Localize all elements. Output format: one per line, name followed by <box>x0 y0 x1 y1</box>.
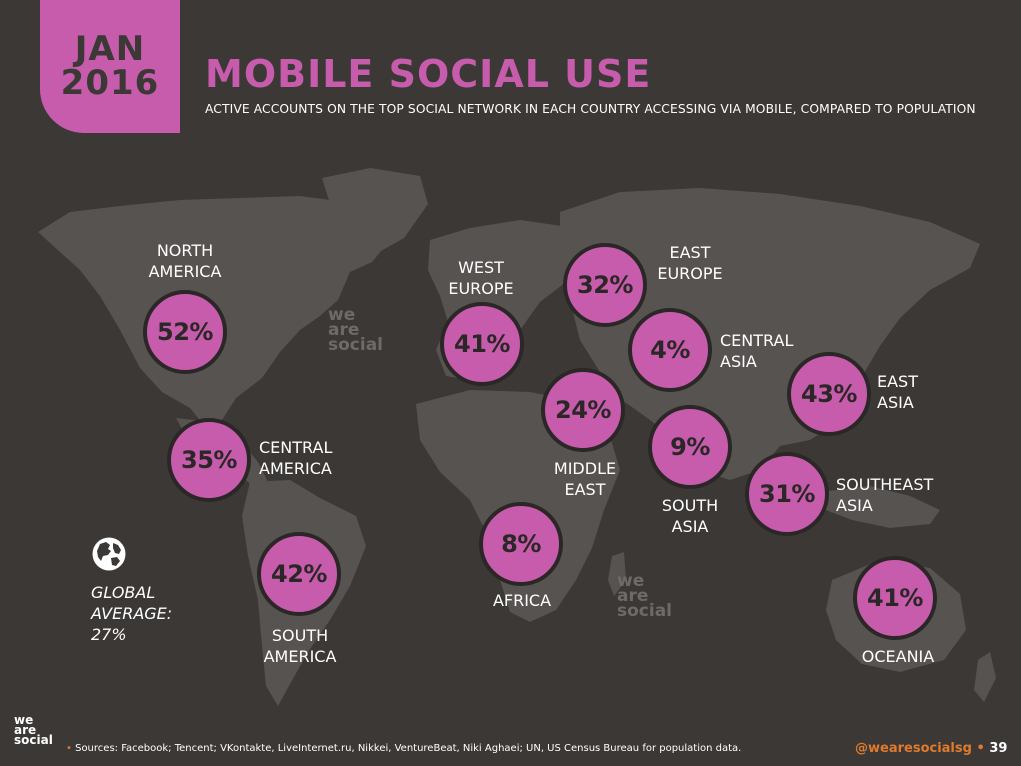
date-month: JAN <box>74 29 146 69</box>
watermark-logo: we are social <box>328 305 384 355</box>
region-bubble-east-asia: 43% <box>787 352 871 436</box>
region-label-central-america: CENTRAL AMERICA <box>259 438 333 478</box>
global-average: GLOBAL AVERAGE: 27% <box>91 583 173 644</box>
region-label-central-asia: CENTRAL ASIA <box>720 331 794 371</box>
date-year: 2016 <box>60 63 160 103</box>
region-bubble-east-europe: 32% <box>563 243 647 327</box>
globe-icon <box>92 537 126 571</box>
new-zealand-land <box>974 652 996 702</box>
region-bubble-west-europe: 41% <box>440 302 524 386</box>
page-title: MOBILE SOCIAL USE <box>205 52 652 96</box>
footer-sources: • Sources: Facebook; Tencent; VKontakte,… <box>66 743 742 754</box>
region-bubble-south-america: 42% <box>257 532 341 616</box>
region-bubble-oceania: 41% <box>853 556 937 640</box>
bullet-icon: • <box>66 743 72 754</box>
region-bubble-middle-east: 24% <box>541 368 625 452</box>
region-label-north-america: NORTH AMERICA <box>148 241 222 281</box>
region-label-middle-east: MIDDLE EAST <box>553 459 617 499</box>
brand-logo: we are social <box>14 713 53 747</box>
region-bubble-north-america: 52% <box>143 290 227 374</box>
page-number: 39 <box>989 741 1008 756</box>
region-label-africa: AFRICA <box>492 591 552 610</box>
greenland-land <box>322 168 428 256</box>
region-label-southeast-asia: SOUTHEAST ASIA <box>836 475 934 515</box>
region-bubble-southeast-asia: 31% <box>745 452 829 536</box>
region-label-south-asia: SOUTH ASIA <box>661 496 719 536</box>
page-subtitle: ACTIVE ACCOUNTS ON THE TOP SOCIAL NETWOR… <box>205 102 976 116</box>
watermark-logo: we are social <box>617 571 673 621</box>
southeast-asia-land <box>820 486 940 528</box>
madagascar-land <box>608 552 626 596</box>
region-label-west-europe: WEST EUROPE <box>448 258 514 298</box>
bullet-icon: • <box>976 741 985 756</box>
region-label-east-asia: EAST ASIA <box>877 372 918 412</box>
region-label-south-america: SOUTH AMERICA <box>263 626 337 666</box>
region-bubble-south-asia: 9% <box>648 405 732 489</box>
region-label-east-europe: EAST EUROPE <box>657 243 723 283</box>
date-badge: JAN 2016 <box>40 0 180 133</box>
region-label-oceania: OCEANIA <box>861 647 935 666</box>
region-bubble-africa: 8% <box>479 502 563 586</box>
region-bubble-central-america: 35% <box>167 418 251 502</box>
footer-handle: @wearesocialsg • 39 <box>855 741 1008 756</box>
region-bubble-central-asia: 4% <box>628 308 712 392</box>
asia-land <box>560 188 980 480</box>
